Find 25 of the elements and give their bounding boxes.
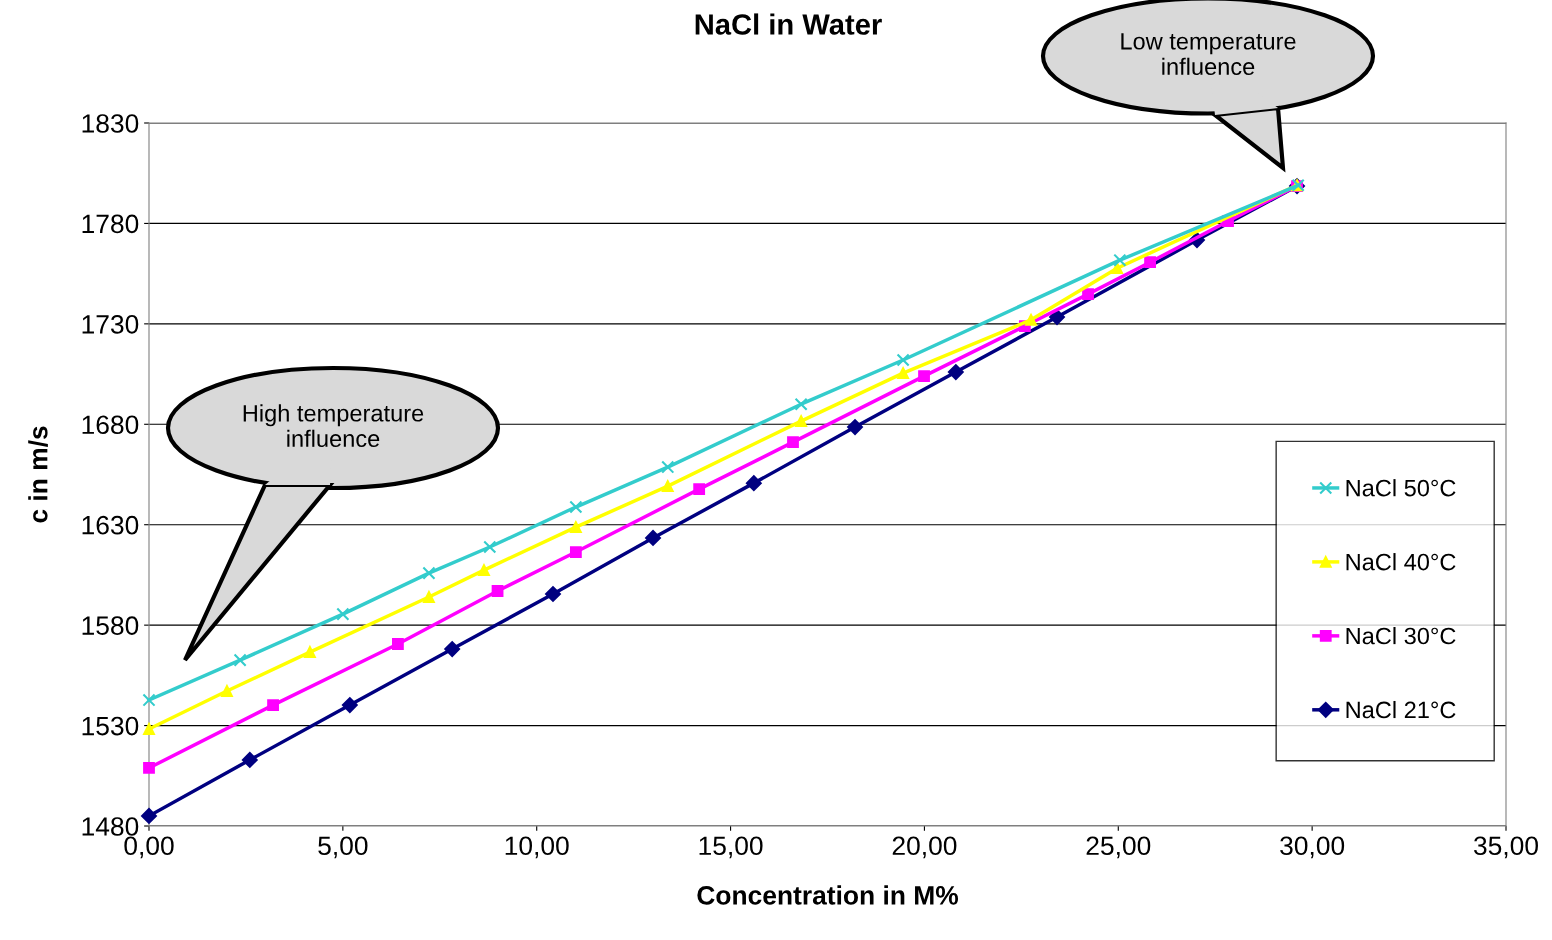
- y-tick-label: 1630: [82, 515, 139, 535]
- x-axis-title: Concentration in M%: [697, 885, 959, 905]
- legend-label: NaCl 21°C: [1346, 700, 1456, 719]
- legend-label: NaCl 40°C: [1346, 553, 1456, 571]
- chart-title: NaCl in Water: [695, 13, 882, 35]
- y-axis-title: c in m/s: [28, 426, 48, 523]
- legend-label: NaCl 30°C: [1346, 627, 1456, 645]
- x-tick-label: 15,00: [699, 836, 763, 859]
- y-tick-label: 1780: [82, 214, 139, 234]
- x-tick-label: 5,00: [318, 836, 368, 859]
- x-tick-label: 0,00: [124, 836, 174, 859]
- x-tick-label: 10,00: [505, 836, 569, 859]
- x-tick-label: 25,00: [1086, 836, 1151, 859]
- x-tick-label: 35,00: [1473, 836, 1538, 859]
- annotation: High temperature influence: [243, 404, 424, 448]
- y-tick-label: 1680: [82, 415, 139, 435]
- x-tick-label: 20,00: [892, 836, 957, 859]
- legend-label: NaCl 50°C: [1346, 479, 1456, 497]
- y-tick-label: 1830: [82, 114, 139, 133]
- text: Low temperature influence: [1121, 33, 1296, 76]
- y-tick-label: 1530: [82, 716, 139, 736]
- y-tick-label: 1580: [82, 616, 139, 635]
- y-tick-label: 1480: [82, 817, 139, 836]
- y-tick-label: 1730: [82, 314, 139, 334]
- x-tick-label: 30,00: [1280, 836, 1345, 859]
